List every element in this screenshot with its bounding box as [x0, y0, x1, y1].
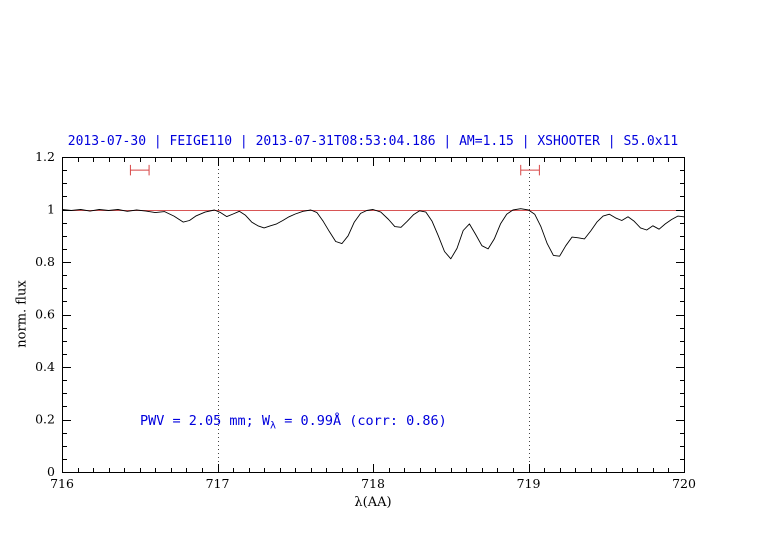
x-tick-label: 716	[50, 476, 74, 491]
y-tick-label: 0.4	[35, 359, 55, 374]
y-tick-label: 0.8	[35, 254, 55, 269]
y-tick-label: 0.6	[35, 307, 55, 322]
plot-frame	[62, 157, 685, 473]
pwv-annotation-prefix: PWV = 2.05 mm; W	[140, 413, 271, 429]
x-axis-label: λ(AA)	[354, 495, 392, 510]
x-tick-label: 718	[361, 476, 385, 491]
pwv-annotation: PWV = 2.05 mm; Wλ = 0.99Å (corr: 0.86)	[140, 413, 447, 432]
y-tick-label: 0	[47, 464, 55, 479]
x-tick-label: 719	[517, 476, 541, 491]
x-tick-label: 717	[206, 476, 230, 491]
y-tick-label: 0.2	[35, 412, 55, 427]
y-tick-label: 1.2	[35, 149, 55, 164]
plot-title: 2013-07-30 | FEIGE110 | 2013-07-31T08:53…	[67, 134, 679, 149]
y-axis-label: norm. flux	[14, 280, 30, 348]
y-tick-label: 1	[47, 202, 55, 217]
x-tick-label: 720	[672, 476, 696, 491]
pwv-annotation-suffix: = 0.99Å (corr: 0.86)	[276, 413, 447, 429]
spectrum-line	[61, 208, 685, 260]
pwv-annotation-lambda-subscript: λ	[270, 420, 277, 432]
